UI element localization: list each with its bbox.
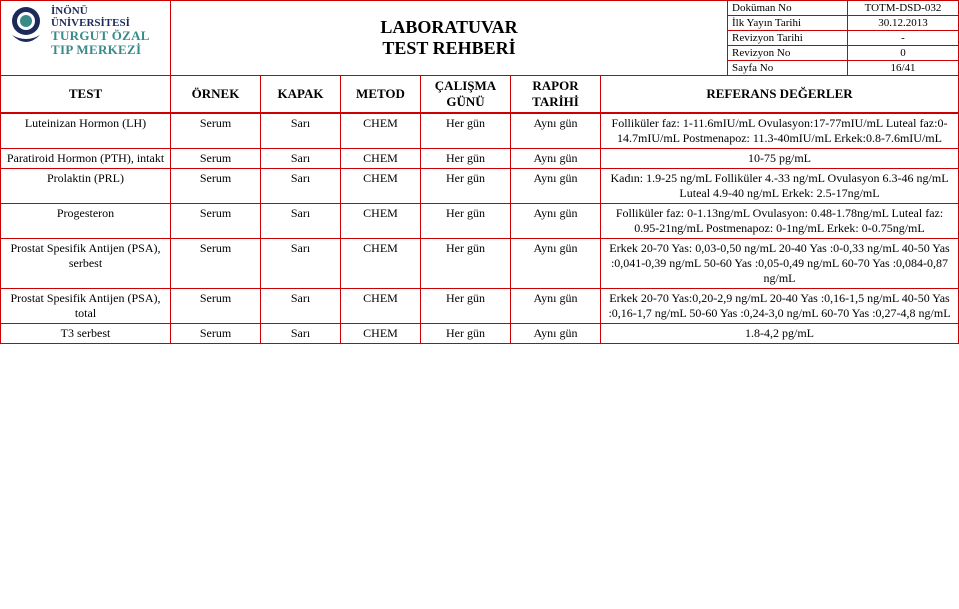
docinfo-row: Sayfa No 16/41 <box>728 61 958 75</box>
cell-kapak: Sarı <box>261 289 341 324</box>
title-line1: LABORATUVAR <box>380 17 517 38</box>
cell-metod: CHEM <box>341 149 421 169</box>
logo-line1: İNÖNÜ ÜNİVERSİTESİ <box>51 5 164 29</box>
cell-rapor: Aynı gün <box>511 289 601 324</box>
cell-ornek: Serum <box>171 169 261 204</box>
cell-metod: CHEM <box>341 239 421 289</box>
logo-cell: İNÖNÜ ÜNİVERSİTESİ TURGUT ÖZAL TIP MERKE… <box>1 1 171 75</box>
col-calisma: ÇALIŞMA GÜNÜ <box>421 76 511 112</box>
docinfo-value: - <box>848 31 958 45</box>
cell-rapor: Aynı gün <box>511 169 601 204</box>
data-table: Luteinizan Hormon (LH)SerumSarıCHEMHer g… <box>0 113 959 344</box>
cell-rapor: Aynı gün <box>511 114 601 149</box>
docinfo-label: Revizyon No <box>728 46 848 60</box>
cell-test: Progesteron <box>1 204 171 239</box>
cell-ref: 10-75 pg/mL <box>601 149 959 169</box>
document-info: Doküman No TOTM-DSD-032 İlk Yayın Tarihi… <box>728 1 958 75</box>
cell-kapak: Sarı <box>261 149 341 169</box>
col-ref: REFERANS DEĞERLER <box>601 76 958 112</box>
cell-metod: CHEM <box>341 169 421 204</box>
table-row: Luteinizan Hormon (LH)SerumSarıCHEMHer g… <box>1 114 959 149</box>
cell-rapor: Aynı gün <box>511 239 601 289</box>
cell-test: Luteinizan Hormon (LH) <box>1 114 171 149</box>
logo-line3: TIP MERKEZİ <box>51 43 164 57</box>
cell-ornek: Serum <box>171 114 261 149</box>
docinfo-row: Revizyon No 0 <box>728 46 958 61</box>
cell-kapak: Sarı <box>261 169 341 204</box>
cell-metod: CHEM <box>341 204 421 239</box>
cell-metod: CHEM <box>341 324 421 344</box>
cell-rapor: Aynı gün <box>511 324 601 344</box>
table-row: Paratiroid Hormon (PTH), intaktSerumSarı… <box>1 149 959 169</box>
cell-test: Prostat Spesifik Antijen (PSA), total <box>1 289 171 324</box>
cell-ref: 1.8-4,2 pg/mL <box>601 324 959 344</box>
col-rapor: RAPOR TARİHİ <box>511 76 601 112</box>
logo-text: İNÖNÜ ÜNİVERSİTESİ TURGUT ÖZAL TIP MERKE… <box>51 5 164 58</box>
cell-ref: Folliküler faz: 0-1.13ng/mL Ovulasyon: 0… <box>601 204 959 239</box>
cell-ref: Folliküler faz: 1-11.6mIU/mL Ovulasyon:1… <box>601 114 959 149</box>
docinfo-row: Doküman No TOTM-DSD-032 <box>728 1 958 16</box>
col-kapak: KAPAK <box>261 76 341 112</box>
cell-test: Prolaktin (PRL) <box>1 169 171 204</box>
title-line2: TEST REHBERİ <box>380 38 517 59</box>
logo-line2: TURGUT ÖZAL <box>51 29 164 43</box>
docinfo-value: 30.12.2013 <box>848 16 958 30</box>
docinfo-label: Sayfa No <box>728 61 848 75</box>
cell-ornek: Serum <box>171 289 261 324</box>
docinfo-row: İlk Yayın Tarihi 30.12.2013 <box>728 16 958 31</box>
cell-ornek: Serum <box>171 149 261 169</box>
cell-metod: CHEM <box>341 289 421 324</box>
cell-calisma: Her gün <box>421 169 511 204</box>
cell-ornek: Serum <box>171 239 261 289</box>
cell-calisma: Her gün <box>421 114 511 149</box>
cell-rapor: Aynı gün <box>511 149 601 169</box>
cell-kapak: Sarı <box>261 114 341 149</box>
docinfo-value: 0 <box>848 46 958 60</box>
cell-ornek: Serum <box>171 324 261 344</box>
document-header: İNÖNÜ ÜNİVERSİTESİ TURGUT ÖZAL TIP MERKE… <box>0 0 959 75</box>
cell-calisma: Her gün <box>421 289 511 324</box>
table-row: Prostat Spesifik Antijen (PSA), totalSer… <box>1 289 959 324</box>
docinfo-row: Revizyon Tarihi - <box>728 31 958 46</box>
cell-test: Prostat Spesifik Antijen (PSA), serbest <box>1 239 171 289</box>
docinfo-value: TOTM-DSD-032 <box>848 1 958 15</box>
cell-kapak: Sarı <box>261 324 341 344</box>
cell-ornek: Serum <box>171 204 261 239</box>
cell-rapor: Aynı gün <box>511 204 601 239</box>
docinfo-label: İlk Yayın Tarihi <box>728 16 848 30</box>
institution-logo-icon <box>7 5 45 49</box>
cell-kapak: Sarı <box>261 204 341 239</box>
col-ornek: ÖRNEK <box>171 76 261 112</box>
table-row: T3 serbestSerumSarıCHEMHer günAynı gün1.… <box>1 324 959 344</box>
cell-ref: Kadın: 1.9-25 ng/mL Folliküler 4.-33 ng/… <box>601 169 959 204</box>
cell-kapak: Sarı <box>261 239 341 289</box>
cell-ref: Erkek 20-70 Yas:0,20-2,9 ng/mL 20-40 Yas… <box>601 289 959 324</box>
docinfo-value: 16/41 <box>848 61 958 75</box>
cell-calisma: Her gün <box>421 149 511 169</box>
cell-test: Paratiroid Hormon (PTH), intakt <box>1 149 171 169</box>
cell-ref: Erkek 20-70 Yas: 0,03-0,50 ng/mL 20-40 Y… <box>601 239 959 289</box>
table-row: ProgesteronSerumSarıCHEMHer günAynı günF… <box>1 204 959 239</box>
table-row: Prolaktin (PRL)SerumSarıCHEMHer günAynı … <box>1 169 959 204</box>
column-header-row: TEST ÖRNEK KAPAK METOD ÇALIŞMA GÜNÜ RAPO… <box>0 75 959 113</box>
cell-metod: CHEM <box>341 114 421 149</box>
docinfo-label: Doküman No <box>728 1 848 15</box>
table-row: Prostat Spesifik Antijen (PSA), serbestS… <box>1 239 959 289</box>
document-title: LABORATUVAR TEST REHBERİ <box>171 1 728 75</box>
col-test: TEST <box>1 76 171 112</box>
docinfo-label: Revizyon Tarihi <box>728 31 848 45</box>
cell-calisma: Her gün <box>421 324 511 344</box>
col-metod: METOD <box>341 76 421 112</box>
cell-test: T3 serbest <box>1 324 171 344</box>
cell-calisma: Her gün <box>421 204 511 239</box>
cell-calisma: Her gün <box>421 239 511 289</box>
